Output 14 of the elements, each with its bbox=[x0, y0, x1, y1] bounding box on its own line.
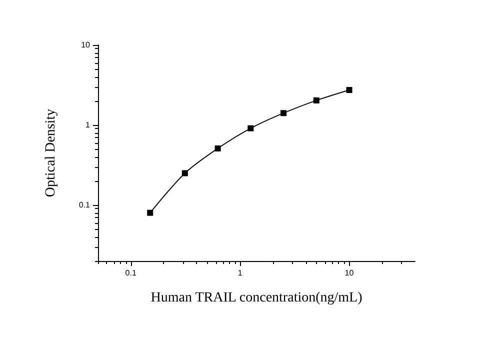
y-axis-title: Optical Density bbox=[44, 108, 58, 198]
point bbox=[182, 170, 188, 176]
y-tick-label: 1 bbox=[86, 120, 91, 130]
point bbox=[313, 97, 320, 104]
x-tick-label: 0.1 bbox=[125, 268, 137, 278]
x-axis-title: Human TRAIL concentration(ng/mL) bbox=[150, 290, 363, 306]
point bbox=[280, 110, 287, 116]
y-tick-label: 0.1 bbox=[78, 200, 91, 210]
x-tick-label: 10 bbox=[344, 268, 354, 278]
x-tick-label: 1 bbox=[238, 268, 243, 278]
y-tick-label: 10 bbox=[81, 40, 91, 50]
point bbox=[214, 145, 221, 152]
point bbox=[346, 86, 352, 93]
point bbox=[248, 125, 254, 132]
